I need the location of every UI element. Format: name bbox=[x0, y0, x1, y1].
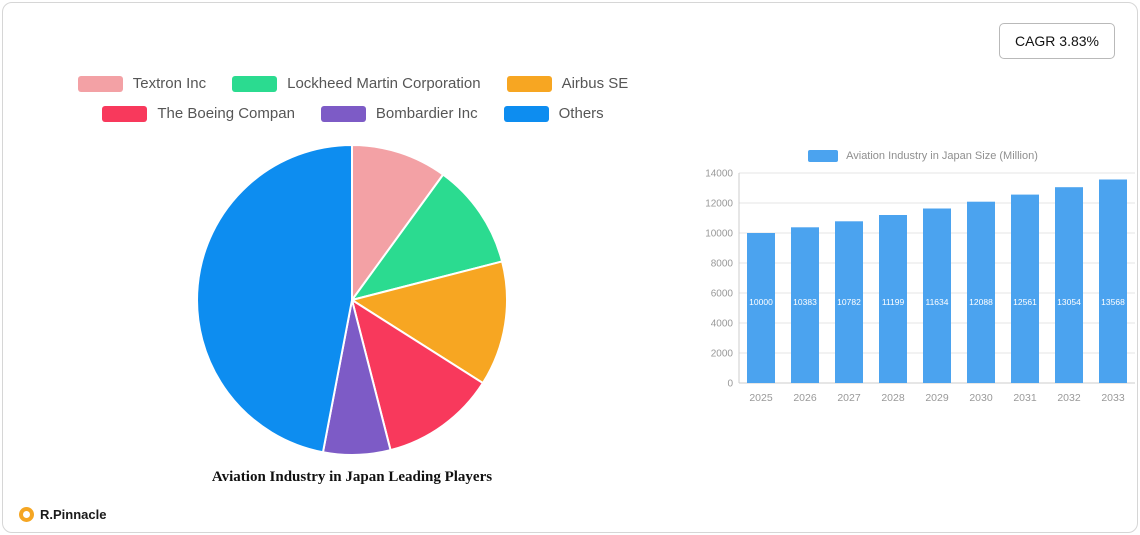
legend-label: Others bbox=[558, 105, 604, 122]
y-axis-tick-label: 6000 bbox=[711, 289, 734, 300]
bar[interactable] bbox=[1055, 187, 1083, 383]
bar[interactable] bbox=[967, 201, 995, 383]
legend-item[interactable]: Others bbox=[503, 105, 604, 122]
x-axis-tick-label: 2029 bbox=[925, 392, 949, 404]
pie-slice[interactable] bbox=[351, 299, 484, 452]
legend-row: Textron Inc Lockheed Martin Corporation Ai… bbox=[33, 75, 673, 92]
brand-name: R.Pinnacle bbox=[40, 507, 107, 522]
bar-value-label: 10383 bbox=[793, 297, 817, 307]
pie-slice[interactable] bbox=[351, 144, 445, 301]
bar-value-label: 11199 bbox=[882, 297, 905, 307]
legend-item[interactable]: Textron Inc bbox=[77, 75, 207, 92]
x-axis-tick-label: 2031 bbox=[1013, 392, 1037, 404]
legend-swatch bbox=[232, 75, 278, 92]
y-axis-tick-label: 4000 bbox=[711, 319, 734, 330]
legend-swatch bbox=[77, 75, 123, 92]
legend-label: The Boeing Compan bbox=[157, 105, 295, 122]
x-axis-tick-label: 2027 bbox=[837, 392, 861, 404]
pie-slice[interactable] bbox=[351, 173, 504, 301]
brand-logo: R.Pinnacle bbox=[19, 507, 106, 522]
x-axis-tick-label: 2032 bbox=[1057, 392, 1081, 404]
pie-slice[interactable] bbox=[351, 260, 508, 385]
x-axis-tick-label: 2030 bbox=[969, 392, 993, 404]
bar[interactable] bbox=[1099, 179, 1127, 384]
cagr-badge: CAGR 3.83% bbox=[998, 23, 1115, 59]
legend-label: Airbus SE bbox=[561, 75, 629, 92]
legend-label: Bombardier Inc bbox=[375, 105, 478, 122]
legend-label: Textron Inc bbox=[132, 75, 207, 92]
bar[interactable] bbox=[923, 208, 951, 384]
x-axis-tick-label: 2025 bbox=[749, 392, 773, 404]
bar-legend-label: Aviation Industry in Japan Size (Million… bbox=[846, 150, 1038, 162]
bar-chart-legend[interactable]: Aviation Industry in Japan Size (Million… bbox=[703, 150, 1137, 162]
bar-value-label: 13054 bbox=[1057, 297, 1081, 307]
bar-legend-swatch bbox=[808, 150, 839, 162]
bar-value-label: 12561 bbox=[1013, 297, 1037, 307]
y-axis-tick-label: 8000 bbox=[711, 259, 734, 270]
y-axis-tick-label: 0 bbox=[727, 379, 733, 390]
legend-item[interactable]: Lockheed Martin Corporation bbox=[232, 75, 481, 92]
pie-slice[interactable] bbox=[196, 144, 353, 454]
x-axis-tick-label: 2028 bbox=[881, 392, 905, 404]
legend-swatch bbox=[102, 105, 148, 122]
legend-swatch bbox=[320, 105, 366, 122]
pinnacle-logo-icon bbox=[19, 507, 34, 522]
bar-value-label: 13568 bbox=[1101, 297, 1125, 307]
bar-value-label: 12088 bbox=[969, 297, 993, 307]
legend-item[interactable]: Airbus SE bbox=[506, 75, 629, 92]
y-axis-tick-label: 10000 bbox=[705, 229, 733, 240]
x-axis-tick-label: 2033 bbox=[1101, 392, 1125, 404]
pie-legend: Textron Inc Lockheed Martin Corporation Ai… bbox=[33, 75, 673, 135]
y-axis-tick-label: 14000 bbox=[705, 169, 733, 180]
legend-swatch bbox=[506, 75, 552, 92]
pie-chart bbox=[196, 144, 508, 456]
bar[interactable] bbox=[791, 227, 819, 383]
legend-row: The Boeing Compan Bombardier Inc Others bbox=[33, 105, 673, 122]
pie-chart-title: Aviation Industry in Japan Leading Playe… bbox=[211, 469, 493, 485]
x-axis-tick-label: 2026 bbox=[793, 392, 817, 404]
y-axis-tick-label: 2000 bbox=[711, 349, 734, 360]
bar-value-label: 11634 bbox=[925, 297, 948, 307]
legend-item[interactable]: The Boeing Compan bbox=[102, 105, 295, 122]
bar-chart: 0 2000 4000 6000 8000 10000 12000 14000 10000 202… bbox=[705, 169, 1135, 404]
legend-label: Lockheed Martin Corporation bbox=[287, 75, 481, 92]
y-axis-tick-label: 12000 bbox=[705, 199, 733, 210]
legend-item[interactable]: Bombardier Inc bbox=[320, 105, 478, 122]
bar-value-label: 10782 bbox=[837, 297, 861, 307]
legend-swatch bbox=[503, 105, 549, 122]
bar[interactable] bbox=[747, 233, 775, 383]
bar[interactable] bbox=[879, 215, 907, 383]
bar-value-label: 10000 bbox=[749, 297, 773, 307]
bar[interactable] bbox=[835, 221, 863, 383]
bar[interactable] bbox=[1011, 194, 1039, 383]
